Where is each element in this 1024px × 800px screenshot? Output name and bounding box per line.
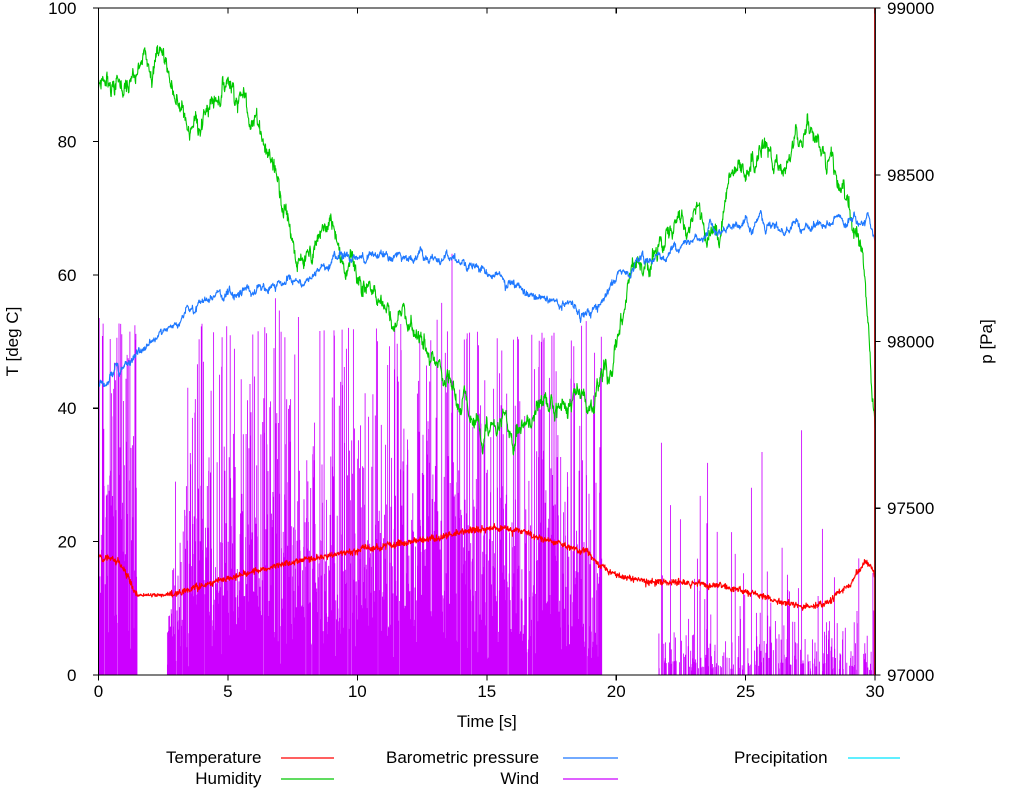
svg-text:98000: 98000 bbox=[887, 333, 934, 352]
svg-text:99000: 99000 bbox=[887, 0, 934, 18]
svg-text:T [deg C]: T [deg C] bbox=[3, 307, 22, 377]
svg-text:40: 40 bbox=[58, 399, 77, 418]
svg-text:15: 15 bbox=[477, 682, 496, 701]
svg-text:Temperature: Temperature bbox=[166, 748, 261, 767]
svg-text:0: 0 bbox=[67, 666, 76, 685]
svg-text:Humidity: Humidity bbox=[195, 769, 262, 788]
svg-text:100: 100 bbox=[48, 0, 76, 18]
svg-text:98500: 98500 bbox=[887, 166, 934, 185]
svg-text:0: 0 bbox=[94, 682, 103, 701]
svg-text:Barometric pressure: Barometric pressure bbox=[386, 748, 539, 767]
svg-text:p [Pa]: p [Pa] bbox=[977, 319, 996, 363]
svg-text:80: 80 bbox=[58, 132, 77, 151]
svg-text:Precipitation: Precipitation bbox=[734, 748, 828, 767]
svg-text:20: 20 bbox=[58, 533, 77, 552]
svg-text:60: 60 bbox=[58, 266, 77, 285]
svg-text:25: 25 bbox=[736, 682, 755, 701]
svg-text:30: 30 bbox=[866, 682, 885, 701]
svg-text:10: 10 bbox=[348, 682, 367, 701]
svg-text:97500: 97500 bbox=[887, 499, 934, 518]
svg-text:20: 20 bbox=[607, 682, 626, 701]
svg-text:Wind: Wind bbox=[500, 769, 539, 788]
svg-text:Time [s]: Time [s] bbox=[457, 712, 517, 731]
svg-text:5: 5 bbox=[223, 682, 232, 701]
svg-text:97000: 97000 bbox=[887, 666, 934, 685]
